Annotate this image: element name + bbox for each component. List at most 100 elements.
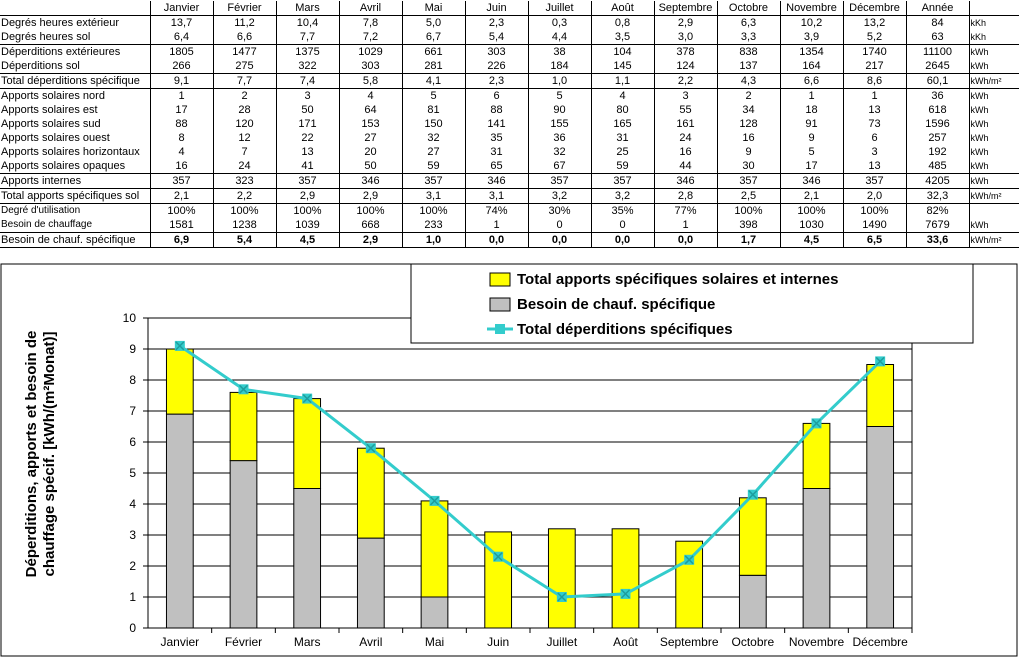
table-cell: 30 <box>716 159 780 174</box>
table-cell: 100% <box>212 203 276 218</box>
table-cell: 11,2 <box>212 15 276 30</box>
table-cell: 5,0 <box>401 15 465 30</box>
table-cell: 1,0 <box>401 232 465 248</box>
table-cell: 31 <box>464 145 528 159</box>
table-cell: 1375 <box>275 44 339 59</box>
table-cell: 7,2 <box>338 30 402 45</box>
table-cell: 1805 <box>149 44 213 59</box>
bar-segment <box>611 528 640 629</box>
y-tick-label: 2 <box>129 559 136 573</box>
table-cell: 59 <box>590 159 654 174</box>
table-row: Apports solaires sud 88 120 171 153 150 141 155… <box>0 117 1019 131</box>
line-marker-cross <box>175 341 185 351</box>
table-cell: 27 <box>401 145 465 159</box>
table-cell: 36 <box>905 88 969 103</box>
table-row: Total apports spécifiques sol 2,1 2,2 2,9 2,… <box>0 188 1019 204</box>
table-cell: 398 <box>716 218 780 233</box>
table-cell: 7,7 <box>212 73 276 89</box>
series-line <box>178 344 882 599</box>
table-cell: 323 <box>212 173 276 189</box>
bar-segment <box>356 537 385 629</box>
table-cell: 3,1 <box>401 188 465 204</box>
row-unit: kWh <box>968 44 1019 59</box>
table-cell: 3 <box>842 145 906 159</box>
table-cell: 1 <box>842 88 906 103</box>
y-tick-label: 10 <box>123 311 137 325</box>
table-cell: 9 <box>779 131 843 145</box>
table-cell: 3,2 <box>590 188 654 204</box>
table-cell: 838 <box>716 44 780 59</box>
table-row: Déperditions sol 266 275 322 303 281 226 184 145… <box>0 59 1019 74</box>
row-unit: kWh <box>968 145 1019 159</box>
table-cell: 11100 <box>905 44 969 59</box>
table-cell: 13 <box>842 159 906 174</box>
table-cell: 9,1 <box>149 73 213 89</box>
table-cell: 65 <box>464 159 528 174</box>
bar-segment <box>293 398 322 490</box>
table-cell: 0,0 <box>464 232 528 248</box>
row-unit: kWh <box>968 88 1019 103</box>
table-cell: 3 <box>275 88 339 103</box>
table-cell: 257 <box>905 131 969 145</box>
table-cell: 8,6 <box>842 73 906 89</box>
table-cell: 346 <box>653 173 717 189</box>
row-label: Déperditions sol <box>0 59 150 74</box>
table-cell: 124 <box>653 59 717 74</box>
row-unit: kWh/m² <box>968 232 1019 248</box>
table-cell: 346 <box>464 173 528 189</box>
table-cell: 5 <box>527 88 591 103</box>
table-cell: 32 <box>401 131 465 145</box>
table-cell: 3,2 <box>527 188 591 204</box>
table-cell: 80 <box>590 103 654 117</box>
table-cell: 44 <box>653 159 717 174</box>
table-cell: 27 <box>338 131 402 145</box>
table-row: Apports internes 357 323 357 346 357 346 357 357… <box>0 173 1019 189</box>
y-tick-label: 7 <box>129 404 136 418</box>
table-cell: 50 <box>275 103 339 117</box>
bar-segment <box>229 460 258 629</box>
line-marker-cross <box>875 356 885 366</box>
table-cell: 41 <box>275 159 339 174</box>
table-cell: 59 <box>401 159 465 174</box>
table-row: Apports solaires est 17 28 50 64 81 88 90 80 55 34… <box>0 103 1019 117</box>
table-cell: 6,9 <box>149 232 213 248</box>
row-unit: kWh/m² <box>968 188 1019 204</box>
table-cell: 16 <box>149 159 213 174</box>
table-cell: 63 <box>905 30 969 45</box>
table-cell: 120 <box>212 117 276 131</box>
bar-segment <box>420 596 449 629</box>
table-cell: 4 <box>338 88 402 103</box>
table-cell: 4 <box>149 145 213 159</box>
legend-label: Total déperditions spécifiques <box>517 321 733 338</box>
header-month: Septembre <box>653 1 717 16</box>
table-cell: 28 <box>212 103 276 117</box>
table-cell: 100% <box>779 203 843 218</box>
table-cell: 10,4 <box>275 15 339 30</box>
table-cell: 20 <box>338 145 402 159</box>
table-cell: 2,5 <box>716 188 780 204</box>
row-label: Déperditions extérieures <box>1 46 121 58</box>
table-row: Apports solaires ouest 8 12 22 27 32 35 36 31 24 1… <box>0 131 1019 145</box>
plot-area <box>147 317 913 629</box>
bar-segment <box>229 391 258 462</box>
table-cell: 22 <box>275 131 339 145</box>
table-cell: 32 <box>527 145 591 159</box>
table-cell: 3,9 <box>779 30 843 45</box>
table-cell: 378 <box>653 44 717 59</box>
line-marker-cross <box>302 394 312 404</box>
y-tick-label: 3 <box>129 528 136 542</box>
x-tick-label: Février <box>225 635 262 649</box>
table-cell: 74% <box>464 203 528 218</box>
row-unit: kWh <box>968 117 1019 131</box>
x-tick-label: Avril <box>359 635 382 649</box>
line-marker-cross <box>366 443 376 453</box>
bar-segment <box>866 426 895 629</box>
table-cell: 3,5 <box>590 30 654 45</box>
table-cell: 266 <box>149 59 213 74</box>
table-cell: 661 <box>401 44 465 59</box>
table-cell: 303 <box>338 59 402 74</box>
table-cell: 6 <box>842 131 906 145</box>
table-cell: 7,4 <box>275 73 339 89</box>
table-cell: 35% <box>590 203 654 218</box>
table-cell: 192 <box>905 145 969 159</box>
